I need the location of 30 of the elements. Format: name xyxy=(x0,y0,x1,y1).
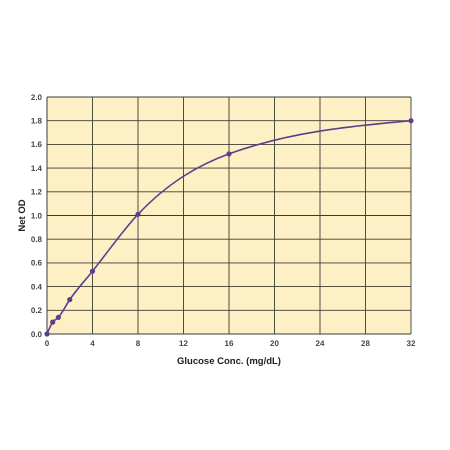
y-tick-label: 1.0 xyxy=(30,211,43,220)
x-tick-label: 20 xyxy=(270,339,280,348)
y-tick-label: 0.0 xyxy=(30,330,43,339)
y-tick-label: 0.6 xyxy=(30,258,43,268)
point xyxy=(67,297,72,302)
x-tick-label: 8 xyxy=(136,339,141,348)
point xyxy=(226,151,232,156)
point xyxy=(50,320,56,325)
y-tick-label: 1.8 xyxy=(30,116,43,126)
x-tick-label: 16 xyxy=(224,339,234,348)
y-tick-label: 1.4 xyxy=(30,164,43,173)
x-tick-label: 28 xyxy=(361,339,370,348)
x-tick-label: 24 xyxy=(316,339,325,348)
point xyxy=(135,212,141,217)
y-tick-label: 0.4 xyxy=(30,282,43,292)
x-tick-label: 12 xyxy=(179,339,188,348)
point xyxy=(90,268,96,274)
y-tick-label: 1.2 xyxy=(30,188,43,197)
y-tick-label: 1.6 xyxy=(30,140,43,150)
x-tick-label: 4 xyxy=(90,339,96,348)
y-axis-title: Net OD xyxy=(17,199,28,232)
point xyxy=(56,314,61,320)
y-tick-label: 0.8 xyxy=(30,235,43,244)
x-tick-label: 0 xyxy=(44,339,50,348)
y-tick-label: 0.2 xyxy=(30,306,43,316)
x-axis-title: Glucose Conc. (mg/dL) xyxy=(177,356,281,367)
x-tick-label: 32 xyxy=(406,339,416,348)
point xyxy=(44,331,50,337)
point xyxy=(408,118,414,124)
y-tick-label: 2.0 xyxy=(30,92,43,102)
